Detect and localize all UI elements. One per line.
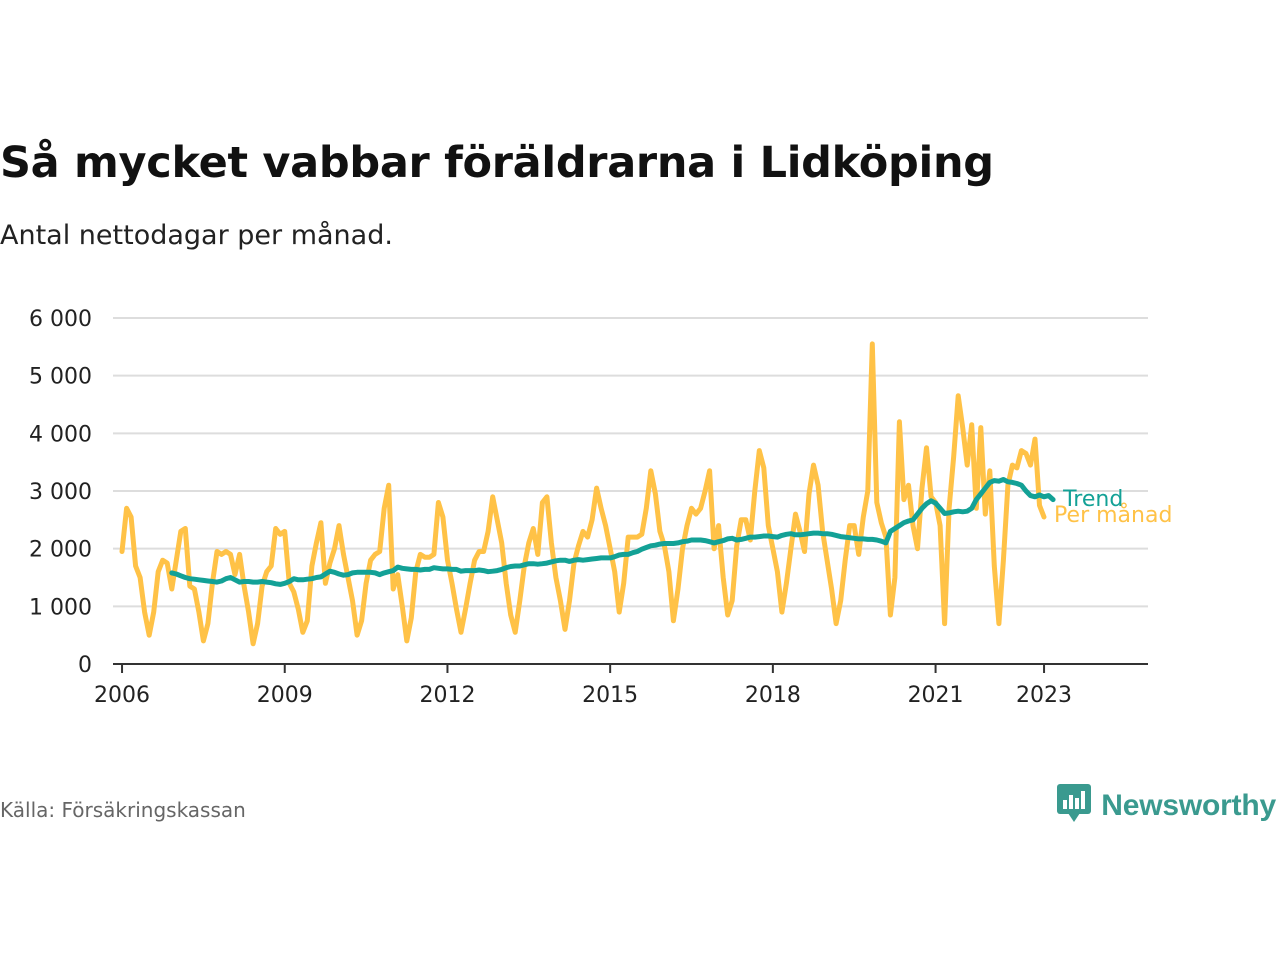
y-tick-label: 4 000 — [29, 422, 92, 447]
y-tick-label: 0 — [78, 653, 92, 678]
chart-title: Så mycket vabbar föräldrarna i Lidköping — [0, 138, 994, 188]
y-tick-label: 6 000 — [29, 307, 92, 332]
x-tick-label: 2021 — [908, 683, 964, 708]
x-tick-label: 2015 — [582, 683, 638, 708]
x-tick-label: 2006 — [94, 683, 150, 708]
x-tick-label: 2009 — [257, 683, 313, 708]
y-tick-label: 3 000 — [29, 480, 92, 505]
y-axis-ticks: 0 1 000 2 000 3 000 4 000 5 000 6 000 — [29, 307, 92, 678]
x-tick-label: 2012 — [419, 683, 475, 708]
brand-logo: Newsworthy — [1057, 784, 1276, 828]
y-tick-label: 1 000 — [29, 595, 92, 620]
chart-subtitle: Antal nettodagar per månad. — [0, 220, 393, 251]
brand-name: Newsworthy — [1101, 789, 1276, 822]
y-tick-label: 5 000 — [29, 365, 92, 390]
series-line-trend — [169, 477, 1056, 587]
series-line-per-manad — [119, 341, 1047, 647]
newsworthy-logo-icon — [1057, 784, 1092, 828]
y-tick-label: 2 000 — [29, 538, 92, 563]
x-tick-label: 2023 — [1016, 683, 1072, 708]
series-lines — [119, 341, 1056, 647]
x-tick-label: 2018 — [745, 683, 801, 708]
x-axis-ticks: 2006 2009 2012 2015 2018 2021 2023 — [94, 664, 1072, 708]
source-note: Källa: Försäkringskassan — [0, 798, 246, 822]
series-label-trend: Trend — [1062, 487, 1123, 512]
series-label-per-manad: Per månad — [1054, 502, 1172, 528]
